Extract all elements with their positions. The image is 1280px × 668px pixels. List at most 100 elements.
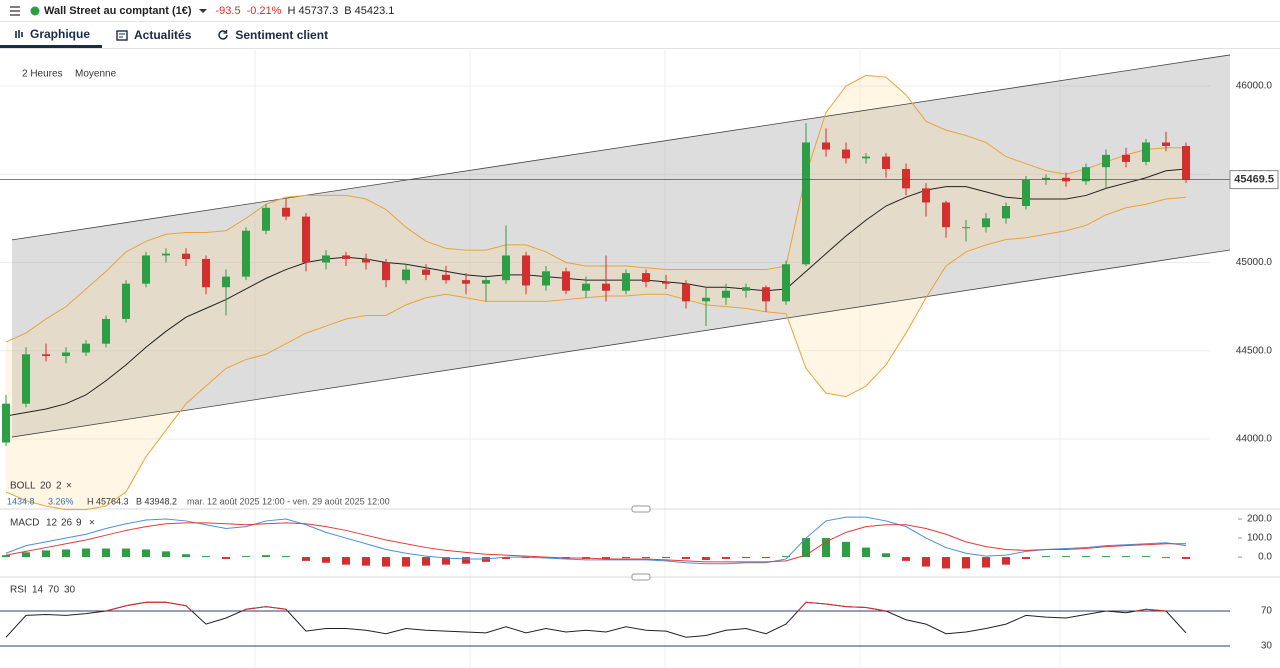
y-tick-label: 46000.0 <box>1236 81 1273 92</box>
candle-body <box>942 202 950 228</box>
histogram-bar <box>882 553 890 558</box>
histogram-bar <box>262 555 270 558</box>
candle-body <box>1182 146 1190 180</box>
histogram-bar <box>442 557 450 565</box>
candle-body <box>1102 154 1110 168</box>
instrument-name[interactable]: Wall Street au comptant (1€) <box>44 4 192 17</box>
candle-body <box>62 352 70 357</box>
histogram-bar <box>282 556 290 558</box>
bollinger-upper <box>5 74 1186 343</box>
candle-body <box>182 253 190 259</box>
bollinger-lower <box>5 196 1187 511</box>
histogram-bar <box>782 556 790 558</box>
candle-body <box>362 258 370 263</box>
candle-body <box>2 403 10 443</box>
candle-body <box>242 230 250 277</box>
menu-icon[interactable] <box>10 5 22 16</box>
y-tick-label: 30 <box>1261 641 1273 652</box>
panel-resize-handle[interactable] <box>631 505 651 513</box>
histogram-bar <box>622 557 630 559</box>
candle-body <box>902 168 910 189</box>
candle-body <box>542 271 550 286</box>
histogram-bar <box>982 557 990 568</box>
histogram-bar <box>722 557 730 559</box>
histogram-bar <box>1122 556 1130 558</box>
rsi-line <box>5 601 1187 638</box>
histogram-bar <box>1162 557 1170 559</box>
macd-line <box>5 522 1186 563</box>
candle-body <box>1142 142 1150 162</box>
candle-body <box>382 262 390 281</box>
chart-icon <box>15 29 23 38</box>
change: -93.5 <box>215 4 241 17</box>
candle-body <box>862 156 870 159</box>
style-label[interactable]: Moyenne <box>75 69 117 80</box>
histogram-bar <box>762 557 770 559</box>
dropdown-caret[interactable] <box>198 7 208 15</box>
y-tick-label: 70 <box>1261 606 1273 617</box>
histogram-bar <box>642 557 650 559</box>
indicator-param: 9 <box>76 518 82 529</box>
indicator-param: 14 <box>32 585 44 596</box>
candle-body <box>1122 154 1130 162</box>
channel-line <box>11 249 1231 438</box>
histogram-bar <box>1142 556 1150 558</box>
candle-body <box>782 264 790 302</box>
y-tick-label: 100.0 <box>1247 533 1272 544</box>
histogram-bar <box>22 552 30 558</box>
histogram-bar <box>602 557 610 559</box>
histogram-bar <box>942 557 950 569</box>
candle-body <box>322 255 330 263</box>
tab[interactable]: Sentiment client <box>203 22 340 48</box>
bollinger-middle <box>5 168 1187 417</box>
panel-resize-handle[interactable] <box>631 573 651 581</box>
histogram-bar <box>362 557 370 566</box>
news-icon <box>116 29 128 41</box>
change-pct: -0.21% <box>246 4 282 17</box>
histogram-bar <box>502 557 510 559</box>
indicator-param: 2 <box>56 481 62 492</box>
candle-body <box>162 253 170 256</box>
histogram-bar <box>382 557 390 567</box>
histogram-bar <box>962 557 970 569</box>
y-tick-label: 44500.0 <box>1236 345 1273 356</box>
candle-body <box>462 280 470 284</box>
tab-label: Sentiment client <box>235 28 329 42</box>
remove-indicator[interactable]: × <box>89 518 95 529</box>
histogram-bar <box>42 550 50 558</box>
candle-body <box>1042 177 1050 180</box>
candle-body <box>882 156 890 169</box>
candle-body <box>802 142 810 265</box>
indicator-param: 26 <box>61 518 73 529</box>
histogram-bar <box>922 557 930 567</box>
candle-body <box>1002 206 1010 219</box>
candle-body <box>922 188 930 203</box>
histogram-bar <box>462 557 470 564</box>
rsi-overbought <box>102 601 1167 611</box>
histogram-bar <box>122 548 130 558</box>
candle-body <box>562 271 570 291</box>
candle-body <box>622 273 630 291</box>
candle-body <box>102 318 110 344</box>
tab[interactable]: Actualités <box>102 22 203 48</box>
interval-label[interactable]: 2 Heures <box>22 69 63 80</box>
tab-label: Graphique <box>30 26 91 41</box>
indicator-param: 12 <box>46 518 58 529</box>
histogram-bar <box>742 557 750 559</box>
histogram-bar <box>1182 557 1190 559</box>
y-tick-label: 45000.0 <box>1236 257 1273 268</box>
tab[interactable]: Graphique <box>0 22 103 48</box>
candle-body <box>82 343 90 353</box>
histogram-bar <box>302 557 310 561</box>
sentiment-icon <box>218 30 229 40</box>
remove-indicator[interactable]: × <box>66 481 72 492</box>
histogram-bar <box>422 557 430 566</box>
histogram-bar <box>142 549 150 558</box>
histogram-bar <box>222 557 230 559</box>
current-price-box <box>1229 170 1279 190</box>
histogram-bar <box>62 549 70 558</box>
macd-line <box>5 516 1187 565</box>
histogram-bar <box>1102 556 1110 558</box>
candle-body <box>962 227 970 229</box>
